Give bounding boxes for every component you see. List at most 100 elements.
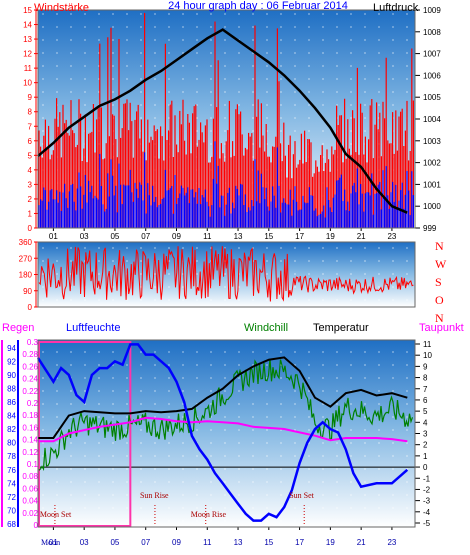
temperature-tick-label: 9 — [423, 362, 428, 371]
wind-tick-label: 14 — [23, 21, 32, 30]
windchill-label: Windchill — [244, 322, 288, 334]
panel2-dot-grid — [38, 242, 415, 307]
wind-tick-label: 9 — [28, 93, 33, 102]
humidity-tick-label: 90 — [7, 371, 16, 380]
pressure-tick-label: 1003 — [423, 137, 441, 146]
pressure-tick-label: 1007 — [423, 50, 441, 59]
dewpoint-line — [38, 416, 408, 443]
humidity-tick-label: 76 — [7, 466, 16, 475]
temperature-tick-label: -1 — [423, 474, 431, 483]
wind-direction-line — [38, 246, 414, 302]
humidity-tick-label: 80 — [7, 439, 16, 448]
humidity-line — [36, 343, 409, 522]
temperature-tick-label: -3 — [423, 497, 431, 506]
rain-tick-label: 0.2 — [27, 399, 39, 408]
hour-tick-label: 07 — [141, 232, 150, 241]
hour-tick-label: 11 — [203, 538, 212, 547]
hour-tick-label: 03 — [80, 232, 89, 241]
rain-tick-label: 0.12 — [22, 448, 38, 457]
chart-title: 24 hour graph day : 06 Februar 2014 — [168, 0, 348, 12]
temperatur-label: Temperatur — [313, 322, 369, 334]
wind-tick-label: 1 — [28, 209, 33, 218]
humidity-tick-label: 92 — [7, 357, 16, 366]
hour-tick-label: 13 — [234, 232, 243, 241]
sun-set-label: Sun Set — [289, 491, 314, 500]
rain-tick-label: 0.08 — [22, 472, 38, 481]
hour-tick-label: 05 — [110, 538, 119, 547]
hour-tick-label: 15 — [264, 538, 273, 547]
compass-direction-label: W — [435, 257, 447, 271]
humidity-tick-label: 94 — [7, 344, 16, 353]
temperature-tick-label: -5 — [423, 519, 431, 528]
hour-tick-label: 21 — [357, 232, 366, 241]
luftfeuchte-label: Luftfeuchte — [66, 322, 120, 334]
hour-tick-label: 03 — [80, 538, 89, 547]
direction-tick-label: 180 — [19, 271, 33, 280]
hour-tick-label: 11 — [203, 232, 212, 241]
direction-tick-label: 0 — [28, 303, 33, 312]
pressure-tick-label: 1009 — [423, 6, 441, 15]
humidity-tick-label: 68 — [7, 520, 16, 529]
rain-tick-label: 0.02 — [22, 509, 38, 518]
humidity-tick-label: 84 — [7, 412, 16, 421]
pressure-tick-label: 1000 — [423, 202, 441, 211]
humidity-tick-label: 88 — [7, 384, 16, 393]
rain-highlight — [38, 341, 132, 527]
wind-tick-label: 5 — [28, 151, 33, 160]
temperature-humidity-panel: Regen Luftfeuchte Windchill Temperatur T… — [1, 322, 464, 547]
temperature-tick-label: 0 — [423, 463, 428, 472]
wind-tick-label: 0 — [28, 224, 33, 233]
hour-tick-label: 09 — [172, 538, 181, 547]
pressure-tick-label: 1004 — [423, 115, 441, 124]
moon-set-label: Moon Set — [40, 510, 72, 519]
hour-tick-label: 17 — [295, 232, 304, 241]
windstaerke-label: Windstärke — [34, 2, 89, 14]
hour-tick-label: 23 — [387, 538, 396, 547]
rain-tick-label: 0.28 — [22, 350, 38, 359]
wind-tick-label: 3 — [28, 180, 33, 189]
direction-tick-label: 270 — [19, 254, 33, 263]
regen-label: Regen — [2, 322, 34, 334]
wind-tick-label: 11 — [24, 64, 33, 73]
hour-tick-label: 23 — [387, 232, 396, 241]
sun-rise-label: Sun Rise — [140, 491, 169, 500]
hour-tick-label: 05 — [110, 232, 119, 241]
hour-tick-label: 13 — [234, 538, 243, 547]
temperature-tick-label: 4 — [423, 418, 428, 427]
temperature-line — [38, 356, 408, 439]
compass-direction-label: N — [435, 311, 444, 325]
pressure-tick-label: 1006 — [423, 71, 441, 80]
hour-tick-label: 21 — [357, 538, 366, 547]
windchill-line — [38, 358, 414, 471]
temperature-tick-label: 1 — [423, 452, 428, 461]
rain-tick-label: 0.06 — [22, 484, 38, 493]
moon-axis-label: Moon — [41, 538, 60, 547]
temperature-tick-label: 3 — [423, 430, 428, 439]
temperature-tick-label: 11 — [423, 340, 432, 349]
pressure-tick-label: 1008 — [423, 28, 441, 37]
pressure-tick-label: 1001 — [423, 180, 441, 189]
humidity-tick-label: 86 — [7, 398, 16, 407]
wind-tick-label: 13 — [23, 35, 32, 44]
pressure-line — [37, 28, 408, 214]
rain-tick-label: 0.14 — [22, 436, 38, 445]
luftdruck-label: Luftdruck — [373, 2, 419, 14]
hour-tick-label: 19 — [326, 538, 335, 547]
compass-direction-label: O — [435, 293, 444, 307]
rain-tick-label: 0.16 — [22, 423, 38, 432]
taupunkt-label: Taupunkt — [419, 322, 464, 334]
rain-tick-label: 0.1 — [27, 460, 39, 469]
wind-tick-label: 2 — [28, 195, 33, 204]
hour-tick-label: 09 — [172, 232, 181, 241]
compass-direction-label: N — [435, 239, 444, 253]
humidity-tick-label: 78 — [7, 452, 16, 461]
humidity-tick-label: 72 — [7, 493, 16, 502]
temperature-tick-label: -2 — [423, 485, 431, 494]
hour-tick-label: 19 — [326, 232, 335, 241]
humidity-tick-label: 74 — [7, 479, 16, 488]
pressure-tick-label: 1005 — [423, 93, 441, 102]
hour-tick-label: 01 — [49, 538, 58, 547]
hour-tick-label: 15 — [264, 232, 273, 241]
